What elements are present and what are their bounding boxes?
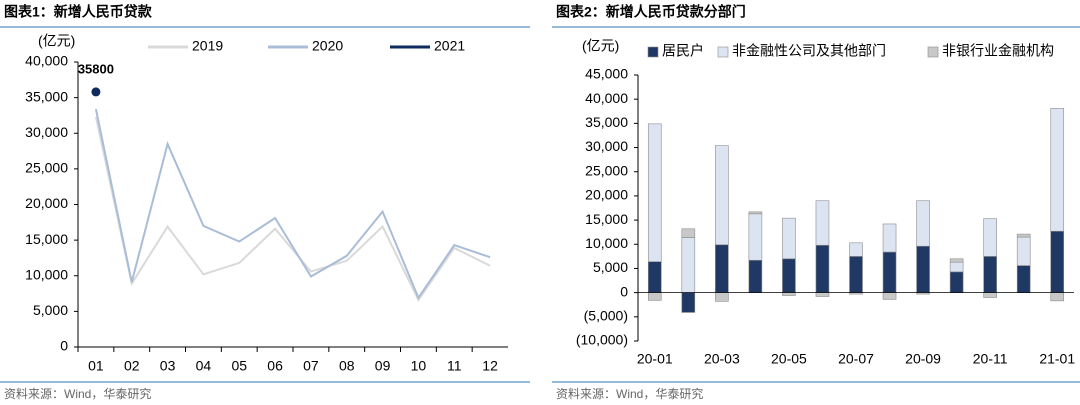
y-tick-label: 25,000 — [25, 160, 68, 176]
x-tick-label: 01 — [88, 358, 104, 374]
y-tick-label: 0 — [620, 283, 628, 299]
y-tick-label: 40,000 — [25, 53, 68, 69]
legend-swatch — [647, 46, 659, 58]
bar-segment — [815, 200, 830, 246]
bar-segment — [1016, 236, 1031, 266]
bar-segment — [647, 261, 662, 293]
x-tick-label: 20-07 — [838, 351, 874, 367]
bar-segment — [647, 292, 662, 301]
bar-segment — [748, 211, 763, 215]
source: 资料来源：Wind，华泰研究 — [4, 386, 151, 401]
x-tick-label: 03 — [160, 358, 176, 374]
chart-title: 图表2：新增人民币贷款分部门 — [556, 4, 746, 20]
y-tick-label: 25,000 — [585, 162, 628, 178]
legend-label: 2020 — [312, 38, 343, 54]
x-tick-label: 09 — [375, 358, 391, 374]
bar-segment — [882, 223, 897, 253]
x-tick-label: 02 — [124, 358, 140, 374]
bar-segment — [647, 123, 662, 262]
bar-segment — [681, 237, 696, 293]
bar-segment — [1050, 292, 1065, 302]
chart-title: 图表1：新增人民币贷款 — [4, 4, 153, 20]
y-tick-label: 5,000 — [593, 259, 628, 275]
bar-segment — [715, 292, 729, 302]
x-tick-label: 20-05 — [771, 351, 807, 367]
x-tick-label: 12 — [482, 358, 498, 374]
bar-segment — [849, 242, 863, 257]
bar-segment — [782, 217, 796, 260]
bar-segment — [1016, 233, 1031, 238]
legend-label: 非银行业金融机构 — [942, 43, 1054, 59]
data-line — [94, 108, 491, 300]
y-tick-label: 5,000 — [33, 302, 68, 318]
bar-segment — [949, 261, 964, 273]
legend-label: 居民户 — [662, 43, 704, 59]
data-point — [91, 87, 101, 97]
y-tick-label: 20,000 — [585, 187, 628, 203]
x-tick-label: 10 — [411, 358, 427, 374]
bar-segment — [815, 292, 830, 297]
bar-segment — [916, 200, 930, 247]
x-tick-label: 20-03 — [704, 351, 740, 367]
x-tick-label: 05 — [231, 358, 247, 374]
legend-label: 2021 — [434, 38, 465, 54]
y-tick-label: 35,000 — [25, 88, 68, 104]
bar-segment — [849, 256, 863, 293]
y-tick-label: 35,000 — [585, 114, 628, 130]
bar-segment — [782, 292, 796, 296]
y-tick-label: 15,000 — [25, 231, 68, 247]
legend-swatch — [717, 46, 729, 58]
bar-segment — [1016, 265, 1031, 293]
bar-segment — [748, 259, 763, 293]
x-tick-label: 11 — [447, 358, 462, 374]
y-tick-label: 30,000 — [25, 124, 68, 140]
x-tick-label: 06 — [267, 358, 283, 374]
unit-label: (亿元) — [38, 33, 75, 49]
bar-segment — [983, 292, 997, 298]
y-tick-label: 40,000 — [585, 90, 628, 106]
y-tick-label: 45,000 — [585, 66, 628, 82]
y-tick-label: 20,000 — [25, 195, 68, 211]
legend-label: 2019 — [192, 38, 223, 54]
unit-label: (亿元) — [582, 38, 619, 54]
bar-segment — [815, 244, 830, 293]
bar-segment — [949, 271, 964, 293]
data-line — [94, 116, 491, 302]
x-tick-label: 04 — [196, 358, 212, 374]
bar-segment — [681, 228, 696, 238]
bar-segment — [681, 292, 696, 313]
bar-segment — [1050, 108, 1065, 232]
bar-segment — [782, 258, 796, 293]
y-tick-label: 10,000 — [585, 235, 628, 251]
bar-segment — [916, 245, 930, 293]
bar-segment — [1050, 230, 1065, 293]
x-tick-label: 20-01 — [637, 351, 673, 367]
y-tick-label: (5,000) — [584, 308, 628, 324]
bar-segment — [882, 292, 897, 300]
x-tick-label: 20-11 — [973, 351, 1008, 367]
x-tick-label: 08 — [339, 358, 355, 374]
y-tick-label: 15,000 — [585, 211, 628, 227]
bar-segment — [983, 256, 997, 293]
bar-segment — [715, 145, 729, 246]
data-label: 35800 — [78, 61, 114, 76]
x-tick-label: 20-09 — [905, 351, 941, 367]
source: 资料来源：Wind，华泰研究 — [556, 386, 703, 401]
y-tick-label: 0 — [60, 338, 68, 354]
bar-segment — [715, 244, 729, 293]
bar-segment — [983, 218, 997, 257]
legend-swatch — [927, 46, 939, 58]
y-tick-label: (10,000) — [576, 332, 628, 348]
legend-label: 非金融性公司及其他部门 — [732, 43, 886, 59]
bar-segment — [882, 251, 897, 293]
x-tick-label: 21-01 — [1039, 351, 1075, 367]
bar-segment — [949, 258, 964, 263]
y-tick-label: 10,000 — [25, 266, 68, 282]
x-tick-label: 07 — [303, 358, 319, 374]
bar-segment — [748, 213, 763, 261]
y-tick-label: 30,000 — [585, 138, 628, 154]
